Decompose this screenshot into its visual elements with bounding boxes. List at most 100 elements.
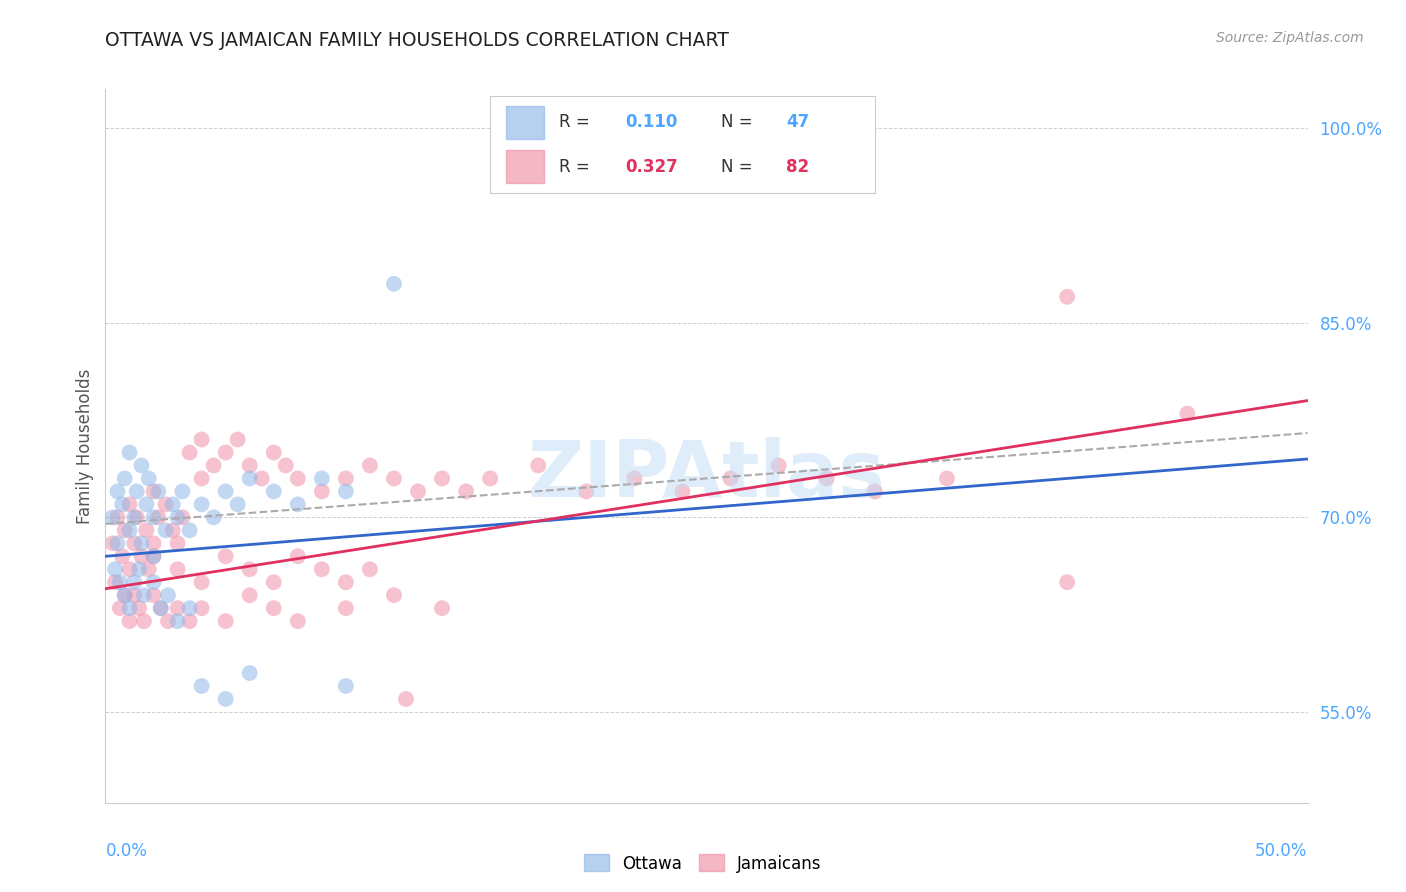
Point: [132, 614, 155, 628]
Point: [118, 601, 141, 615]
Point: [118, 614, 141, 628]
Point: [287, 497, 309, 511]
Point: [125, 510, 148, 524]
Point: [454, 484, 477, 499]
Point: [118, 445, 141, 459]
Point: [124, 536, 146, 550]
Text: 0.0%: 0.0%: [105, 842, 148, 860]
Point: [118, 562, 141, 576]
Point: [166, 510, 188, 524]
Text: 50.0%: 50.0%: [1256, 842, 1308, 860]
Point: [382, 471, 405, 485]
Point: [118, 524, 141, 538]
Legend: Ottawa, Jamaicans: Ottawa, Jamaicans: [578, 847, 828, 880]
Point: [125, 484, 148, 499]
Point: [239, 666, 262, 681]
Point: [107, 510, 129, 524]
Point: [720, 471, 742, 485]
Point: [179, 601, 201, 615]
Point: [382, 277, 405, 291]
Point: [166, 601, 188, 615]
Point: [142, 484, 165, 499]
Point: [335, 575, 357, 590]
Point: [131, 536, 153, 550]
Point: [128, 601, 150, 615]
Point: [263, 484, 285, 499]
Point: [114, 588, 136, 602]
Point: [671, 484, 693, 499]
Point: [335, 679, 357, 693]
Point: [108, 575, 131, 590]
Point: [135, 497, 157, 511]
Point: [287, 549, 309, 564]
Point: [287, 614, 309, 628]
Point: [131, 549, 153, 564]
Point: [214, 549, 236, 564]
Point: [274, 458, 297, 473]
Text: ZIPAtlas: ZIPAtlas: [527, 436, 886, 513]
Point: [179, 524, 201, 538]
Point: [124, 588, 146, 602]
Point: [239, 562, 262, 576]
Point: [162, 497, 184, 511]
Point: [166, 562, 188, 576]
Point: [311, 484, 333, 499]
Point: [287, 471, 309, 485]
Point: [104, 562, 127, 576]
Point: [142, 549, 165, 564]
Point: [190, 497, 212, 511]
Point: [359, 458, 381, 473]
Point: [172, 510, 194, 524]
Point: [406, 484, 429, 499]
Point: [142, 575, 165, 590]
Point: [623, 471, 645, 485]
Point: [114, 588, 136, 602]
Point: [190, 679, 212, 693]
Point: [1056, 290, 1078, 304]
Point: [179, 445, 201, 459]
Point: [138, 471, 160, 485]
Point: [190, 601, 212, 615]
Point: [114, 471, 136, 485]
Point: [239, 588, 262, 602]
Point: [202, 458, 225, 473]
Point: [108, 601, 131, 615]
Point: [149, 601, 172, 615]
Point: [239, 458, 262, 473]
Point: [172, 484, 194, 499]
Point: [214, 614, 236, 628]
Point: [190, 575, 212, 590]
Point: [132, 588, 155, 602]
Point: [382, 588, 405, 602]
Point: [142, 536, 165, 550]
Point: [395, 692, 418, 706]
Text: OTTAWA VS JAMAICAN FAMILY HOUSEHOLDS CORRELATION CHART: OTTAWA VS JAMAICAN FAMILY HOUSEHOLDS COR…: [105, 31, 730, 50]
Point: [335, 484, 357, 499]
Point: [214, 445, 236, 459]
Point: [335, 601, 357, 615]
Point: [430, 471, 453, 485]
Text: Source: ZipAtlas.com: Source: ZipAtlas.com: [1216, 31, 1364, 45]
Point: [149, 601, 172, 615]
Point: [162, 524, 184, 538]
Point: [135, 524, 157, 538]
Point: [156, 588, 179, 602]
Point: [359, 562, 381, 576]
Point: [311, 562, 333, 576]
Point: [214, 484, 236, 499]
Point: [155, 524, 177, 538]
Point: [128, 562, 150, 576]
Point: [118, 497, 141, 511]
Point: [936, 471, 959, 485]
Point: [166, 536, 188, 550]
Point: [815, 471, 838, 485]
Point: [1175, 407, 1198, 421]
Point: [226, 433, 249, 447]
Point: [263, 601, 285, 615]
Point: [226, 497, 249, 511]
Point: [156, 614, 179, 628]
Point: [335, 471, 357, 485]
Point: [104, 575, 127, 590]
Point: [263, 575, 285, 590]
Point: [155, 497, 177, 511]
